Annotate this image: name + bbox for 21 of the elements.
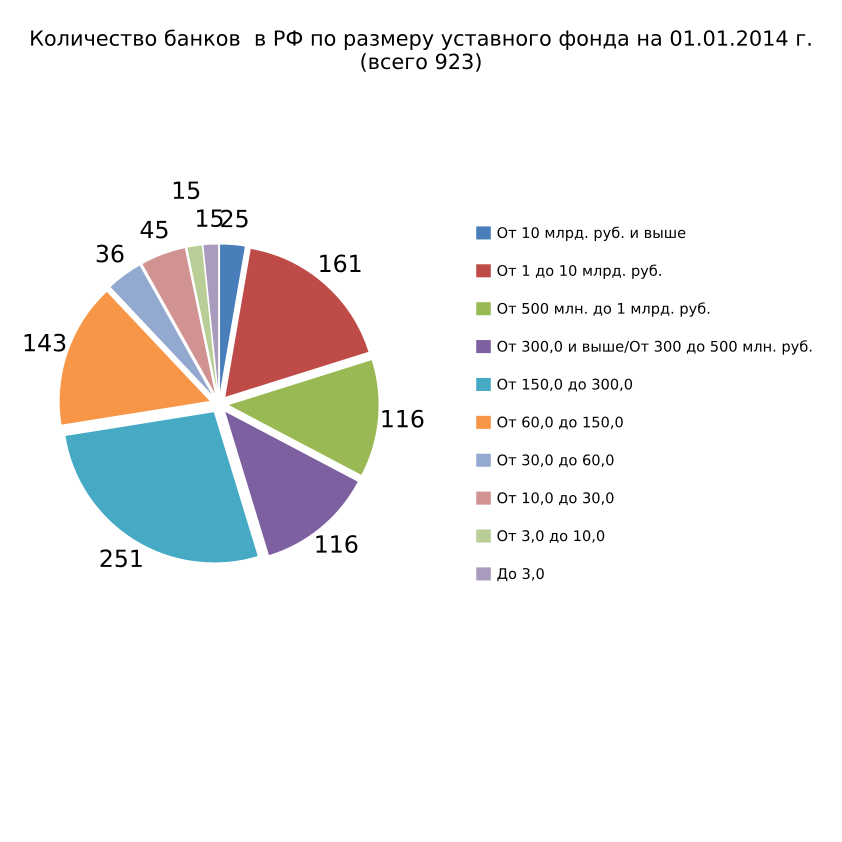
data-label: 15 <box>197 210 222 228</box>
legend-label: От 30,0 до 60,0 <box>497 454 614 468</box>
data-label: 116 <box>316 535 358 553</box>
data-label: 251 <box>100 549 142 568</box>
data-label: 25 <box>221 210 248 228</box>
data-label: 15 <box>174 182 200 200</box>
legend-label: От 60,0 до 150,0 <box>497 416 623 430</box>
legend-label: От 10 млрд. руб. и выше <box>497 226 686 241</box>
legend-label: До 3,0 <box>497 568 544 582</box>
data-label: 116 <box>382 410 424 428</box>
legend-label: От 10,0 до 30,0 <box>497 492 614 506</box>
legend-label: От 150,0 до 300,0 <box>497 378 632 392</box>
legend-label: От 500 млн. до 1 млрд. руб. <box>497 302 710 317</box>
data-label: 143 <box>24 334 66 352</box>
chart-title: Количество банков в РФ по размеру уставного фонда на 01.01.2014 г. (всего 923) <box>31 29 811 72</box>
data-label: 161 <box>320 254 360 272</box>
legend-label: От 3,0 до 10,0 <box>497 530 604 544</box>
data-label: 45 <box>140 220 168 238</box>
legend-label: От 300,0 и выше/От 300 до 500 млн. руб. <box>497 340 812 355</box>
data-label: 36 <box>96 244 124 263</box>
legend-label: От 1 до 10 млрд. руб. <box>497 264 661 279</box>
